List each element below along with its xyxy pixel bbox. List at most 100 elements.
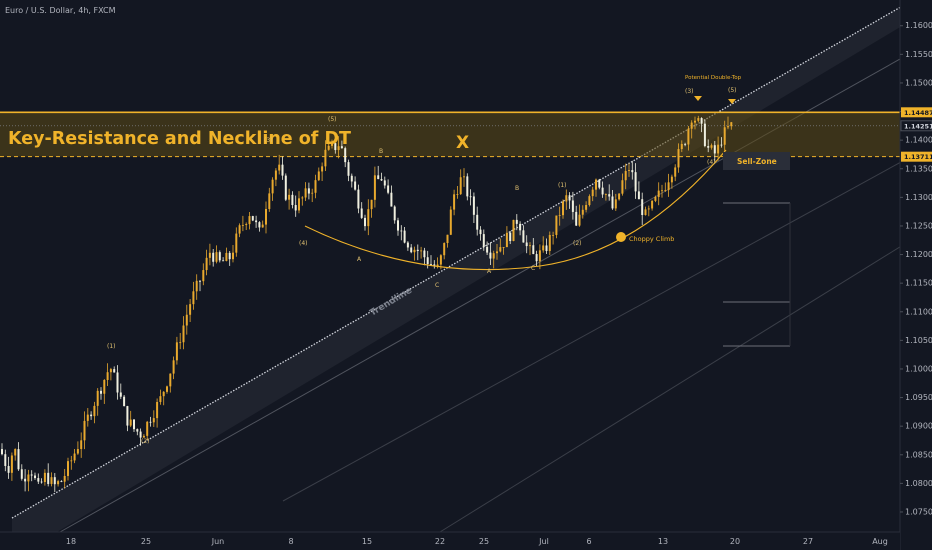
candle-body [96,390,99,406]
price-tick-label: 1.14000 [905,136,932,145]
candle-body [142,435,145,438]
candle-body [614,199,617,209]
candle-body [37,478,40,482]
overlay-layer [304,149,727,271]
candle-body [162,391,165,397]
candle-body [634,172,637,192]
candle-body [215,252,218,262]
candle-body [416,249,419,252]
symbol-header: Euro / U.S. Dollar, 4h, FXCM [5,6,116,15]
candle-body [228,252,231,260]
price-tick-label: 1.09500 [905,393,932,402]
candle-body [608,194,611,197]
candle-body [390,192,393,207]
candles-layer [1,115,733,493]
candle-body [192,291,195,305]
price-axis[interactable] [900,0,932,550]
candle-body [347,162,350,176]
candle-body [717,144,720,154]
candle-body [123,396,126,407]
candle-body [657,190,660,197]
candle-body [456,194,459,195]
candle-body [172,360,175,374]
candle-body [337,146,340,151]
candle-body [667,182,670,191]
zone-layer [0,111,900,158]
candle-body [532,245,535,255]
candle-body [235,233,238,253]
double-top-label: Potential Double-Top [685,75,742,81]
wave-label-a2: A [487,268,492,275]
candle-body [24,478,27,482]
candle-body [611,196,614,209]
candle-body [136,429,139,432]
double-top-arrow-2 [728,99,736,104]
candle-body [443,243,446,256]
candle-body [463,176,465,178]
candle-body [624,170,627,181]
candle-body [674,167,677,177]
candle-body [265,208,267,225]
wave-label-3: (3) [264,137,273,144]
price-tick-label: 1.10000 [905,364,932,373]
candle-body [169,373,172,387]
candle-body [14,449,17,456]
candle-body [182,325,185,343]
candle-body [175,342,178,361]
candle-body [499,247,502,252]
candle-body [529,245,531,247]
candle-body [519,223,522,231]
channel-line-2 [282,144,932,502]
candle-body [20,469,23,479]
candle-body [588,196,591,206]
time-tick-label: Jun [211,537,225,546]
wave-label-ii: (2) [573,240,582,247]
trendline [11,0,914,519]
candle-body [364,217,366,227]
candle-body [60,481,63,482]
rounding-curve [304,149,727,271]
wave-label-a1: A [357,256,362,263]
candle-body [449,209,452,235]
candle-body [274,170,277,180]
candle-body [403,230,406,243]
wave-label-5: (5) [328,116,337,123]
candle-body [156,401,159,419]
candle-body [383,180,386,186]
candle-body [545,245,548,251]
candle-body [350,175,353,182]
candle-body [697,118,700,121]
candle-body [486,246,489,253]
candle-body [562,201,564,216]
candle-body [100,390,102,394]
wave-label-2: (2) [141,438,150,445]
candle-body [469,196,472,198]
candle-body [542,245,545,251]
time-tick-label: 13 [658,537,668,546]
sell-zone-label: Sell-Zone [737,157,777,166]
candle-body [195,280,198,292]
candle-body [512,219,515,241]
candle-body [331,143,333,146]
candle-body [304,188,307,198]
price-tick-label: 1.10500 [905,336,932,345]
candle-body [288,194,291,200]
candle-body [670,176,673,183]
price-tick-label: 1.07500 [905,507,932,516]
candle-body [152,418,155,423]
price-tick-label: 1.12500 [905,221,932,230]
candle-body [565,195,568,202]
candle-body [218,252,221,261]
candle-body [710,145,713,148]
candle-body [93,405,96,417]
candle-body [146,421,149,436]
candle-body [730,122,733,127]
candle-body [578,214,581,226]
price-tick-label: 1.11500 [905,279,932,288]
candle-body [189,304,192,315]
candle-body [222,260,225,262]
candle-body [591,189,594,197]
time-axis[interactable] [0,532,900,550]
candle-body [631,170,634,173]
